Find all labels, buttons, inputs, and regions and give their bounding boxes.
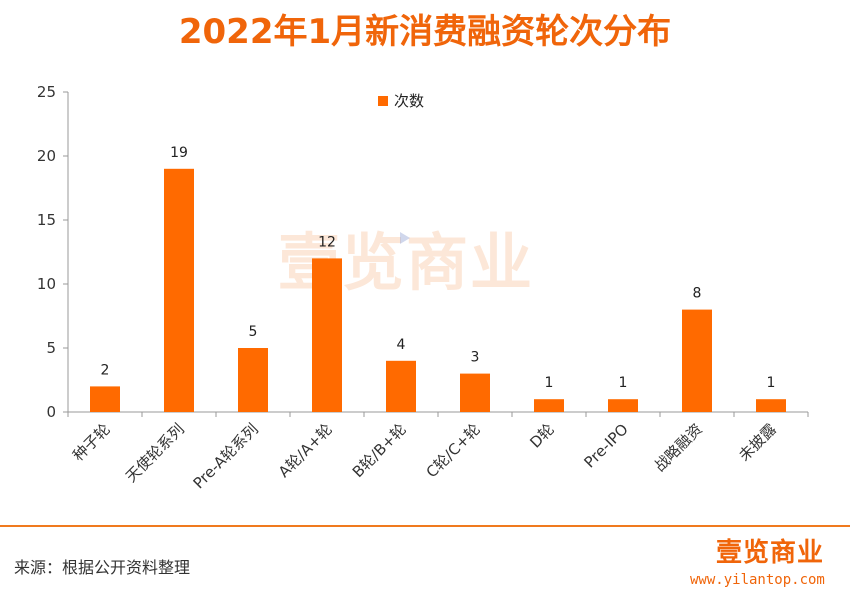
website-link[interactable]: www.yilantop.com (690, 572, 825, 588)
footer-divider (0, 525, 850, 527)
y-tick-label: 5 (46, 339, 56, 357)
data-label: 4 (397, 337, 406, 353)
data-label: 1 (619, 375, 628, 391)
x-tick-label: B轮/B+轮 (349, 420, 410, 481)
x-tick-label: A轮/A+轮 (275, 420, 336, 481)
y-tick-label: 0 (46, 403, 56, 421)
bar (608, 399, 638, 412)
bar (386, 360, 416, 412)
bar (90, 386, 120, 412)
legend: 次数 (378, 92, 424, 110)
bar (312, 258, 342, 412)
data-label: 12 (318, 234, 336, 250)
bar (756, 399, 786, 412)
data-label: 1 (545, 375, 554, 391)
data-label: 2 (101, 362, 110, 378)
bar (460, 373, 490, 412)
x-tick-label: C轮/C+轮 (423, 420, 484, 481)
y-axis: 0 5 10 15 20 25 (37, 83, 69, 421)
x-tick-label: 种子轮 (69, 420, 114, 465)
data-label: 3 (471, 350, 480, 366)
bar (164, 168, 194, 412)
watermark-play-icon (400, 232, 410, 244)
bar (238, 348, 268, 412)
legend-swatch (378, 96, 388, 106)
source-note: 来源：根据公开资料整理 (14, 558, 191, 577)
x-tick-label: D轮 (526, 420, 558, 452)
bar (534, 399, 564, 412)
y-tick-label: 10 (37, 275, 56, 293)
x-tick-label: Pre-IPO (581, 420, 632, 471)
bar (682, 309, 712, 412)
brand-logo: 壹览商业 (716, 538, 825, 568)
y-tick-label: 20 (37, 147, 56, 165)
data-label: 8 (693, 286, 702, 302)
x-tick-label: 战略融资 (651, 420, 706, 475)
x-axis: 种子轮 天使轮系列 Pre-A轮系列 A轮/A+轮 B轮/B+轮 C轮/C+轮 D轮 Pre-… (67, 411, 809, 492)
data-label: 5 (249, 324, 258, 340)
data-label: 19 (170, 145, 188, 161)
data-label: 1 (767, 375, 776, 391)
bar-series: 2 19 5 12 4 3 1 1 8 1 (90, 145, 786, 412)
x-tick-label: 未披露 (735, 420, 780, 465)
x-tick-label: 天使轮系列 (122, 420, 188, 486)
chart-title: 2022年1月新消费融资轮次分布 (178, 12, 672, 52)
y-tick-label: 25 (37, 83, 56, 101)
y-tick-label: 15 (37, 211, 56, 229)
legend-label: 次数 (394, 92, 424, 110)
x-tick-label: Pre-A轮系列 (190, 420, 262, 492)
